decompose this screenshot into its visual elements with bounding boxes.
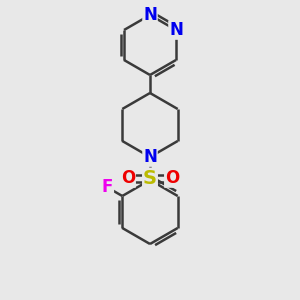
Text: F: F xyxy=(102,178,113,196)
Text: N: N xyxy=(143,148,157,166)
Text: S: S xyxy=(143,169,157,188)
Text: O: O xyxy=(165,169,179,187)
Text: N: N xyxy=(169,21,183,39)
Text: N: N xyxy=(143,6,157,24)
Text: O: O xyxy=(121,169,135,187)
